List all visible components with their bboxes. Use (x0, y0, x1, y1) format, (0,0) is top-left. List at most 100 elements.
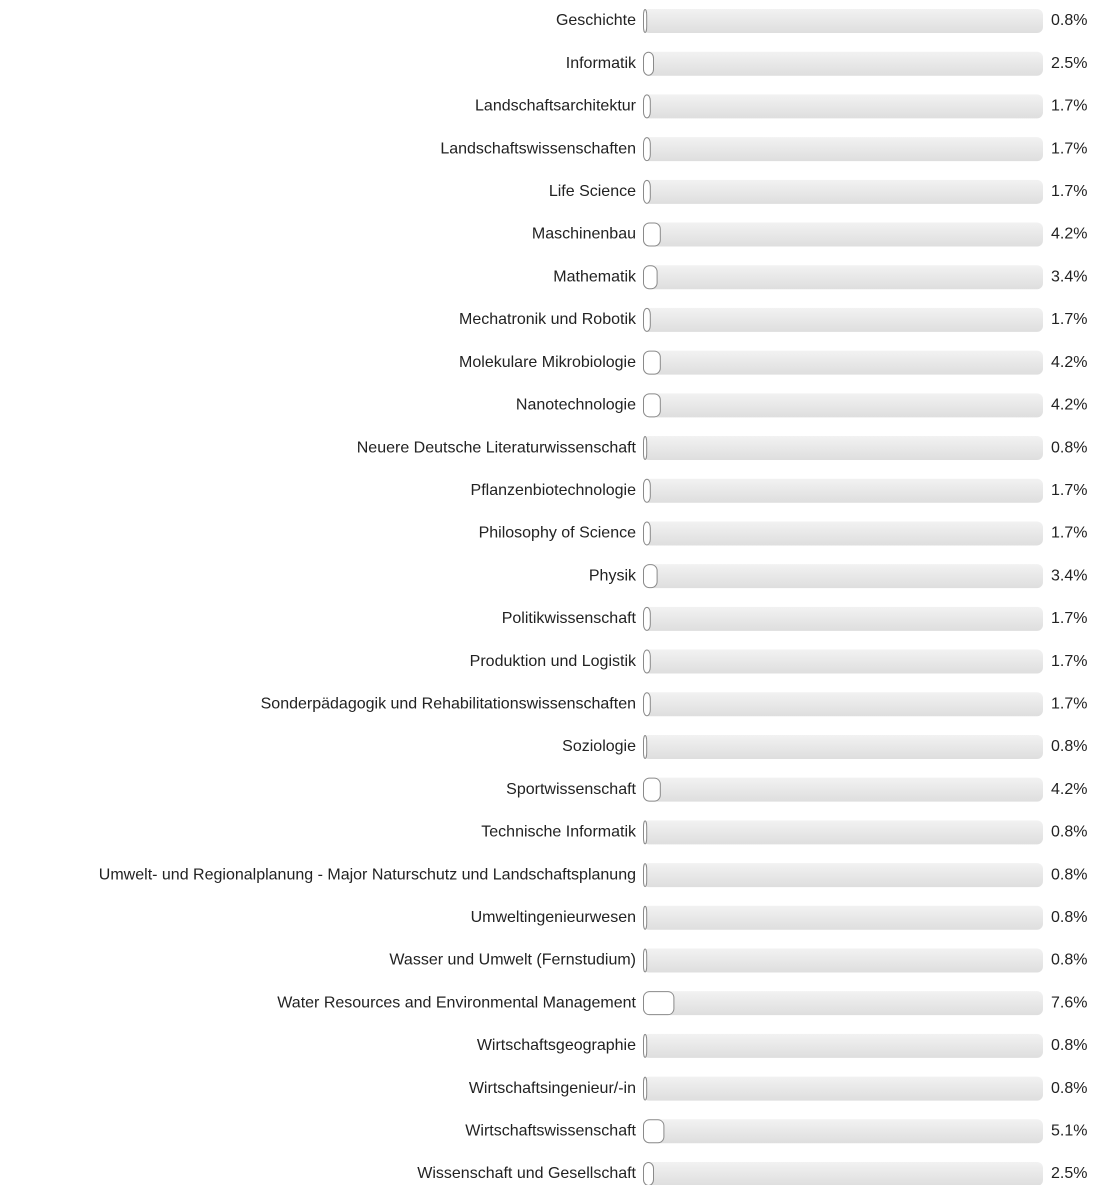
bar (643, 307, 651, 332)
category-label: Water Resources and Environmental Manage… (277, 994, 636, 1011)
value-label: 1.7% (1051, 311, 1087, 328)
value-label: 3.4% (1051, 567, 1087, 584)
track (643, 393, 1043, 418)
bar (643, 350, 661, 375)
track (643, 1119, 1043, 1144)
value-label: 0.8% (1051, 439, 1087, 456)
track (643, 692, 1043, 717)
value-label: 4.2% (1051, 397, 1087, 414)
track (643, 307, 1043, 332)
category-label: Mechatronik und Robotik (459, 311, 637, 328)
bar (643, 222, 661, 247)
category-label: Neuere Deutsche Literaturwissenschaft (357, 439, 637, 456)
track (643, 222, 1043, 247)
track (643, 863, 1043, 888)
bar (643, 649, 651, 674)
track (643, 564, 1043, 589)
category-label: Produktion und Logistik (470, 653, 637, 670)
value-label: 0.8% (1051, 12, 1087, 29)
category-label: Physik (589, 567, 637, 584)
bar (643, 905, 648, 930)
track (643, 436, 1043, 461)
bar (643, 820, 648, 845)
track (643, 1162, 1043, 1186)
value-label: 1.7% (1051, 525, 1087, 542)
bar (643, 393, 661, 418)
category-label: Wissenschaft und Gesellschaft (417, 1165, 636, 1182)
value-label: 5.1% (1051, 1123, 1087, 1140)
value-label: 4.2% (1051, 226, 1087, 243)
category-label: Landschaftsarchitektur (475, 98, 637, 115)
bar (643, 777, 661, 802)
bar (643, 265, 658, 290)
value-label: 4.2% (1051, 781, 1087, 798)
bar (643, 478, 651, 503)
category-label: Wirtschaftsingenieur/-in (469, 1080, 636, 1097)
value-label: 1.7% (1051, 98, 1087, 115)
value-label: 1.7% (1051, 653, 1087, 670)
track (643, 521, 1043, 546)
category-label: Sonderpädagogik und Rehabilitationswisse… (261, 695, 636, 712)
value-label: 0.8% (1051, 952, 1087, 969)
category-label: Wirtschaftswissenschaft (465, 1123, 636, 1140)
bar (643, 1119, 665, 1144)
category-label: Geschichte (556, 12, 636, 29)
bar (643, 692, 651, 717)
track (643, 777, 1043, 802)
value-label: 0.8% (1051, 738, 1087, 755)
value-label: 1.7% (1051, 695, 1087, 712)
track (643, 820, 1043, 845)
bar (643, 436, 648, 461)
track (643, 734, 1043, 759)
value-label: 1.7% (1051, 140, 1087, 157)
category-label: Informatik (566, 55, 637, 72)
bar (643, 1033, 648, 1058)
track (643, 51, 1043, 76)
category-label: Wasser und Umwelt (Fernstudium) (389, 952, 636, 969)
track (643, 905, 1043, 930)
track (643, 265, 1043, 290)
bar (643, 863, 648, 888)
bar (643, 521, 651, 546)
value-label: 0.8% (1051, 824, 1087, 841)
category-label: Philosophy of Science (479, 525, 637, 542)
track (643, 1033, 1043, 1058)
category-label: Landschaftswissenschaften (440, 140, 636, 157)
category-label: Mathematik (553, 268, 637, 285)
track (643, 606, 1043, 631)
track (643, 1076, 1043, 1101)
track (643, 649, 1043, 674)
track (643, 137, 1043, 162)
bar (643, 991, 675, 1016)
value-label: 3.4% (1051, 268, 1087, 285)
bar (643, 137, 651, 162)
category-label: Life Science (549, 183, 636, 200)
track (643, 94, 1043, 119)
category-label: Soziologie (562, 738, 636, 755)
track (643, 9, 1043, 33)
value-label: 0.8% (1051, 1080, 1087, 1097)
value-label: 0.8% (1051, 1037, 1087, 1054)
value-label: 2.5% (1051, 55, 1087, 72)
bar (643, 1076, 648, 1101)
bar (643, 734, 648, 759)
track (643, 478, 1043, 503)
bar (643, 564, 658, 589)
category-label: Politikwissenschaft (502, 610, 637, 627)
value-label: 0.8% (1051, 866, 1087, 883)
bar (643, 51, 654, 76)
track (643, 179, 1043, 204)
value-label: 7.6% (1051, 994, 1087, 1011)
category-label: Umweltingenieurwesen (471, 909, 636, 926)
category-label: Umwelt- und Regionalplanung - Major Natu… (99, 866, 636, 883)
value-label: 1.7% (1051, 482, 1087, 499)
track (643, 948, 1043, 973)
category-label: Nanotechnologie (516, 397, 636, 414)
track (643, 350, 1043, 375)
bar (643, 1162, 654, 1186)
track (643, 991, 1043, 1016)
bar (643, 948, 648, 973)
category-label: Sportwissenschaft (506, 781, 636, 798)
category-label: Wirtschaftsgeographie (477, 1037, 636, 1054)
